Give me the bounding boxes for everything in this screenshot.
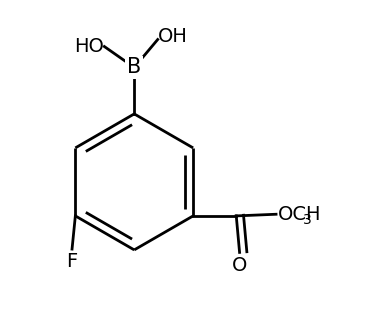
Text: OH: OH — [158, 27, 188, 46]
Text: OCH: OCH — [278, 205, 321, 224]
Text: B: B — [127, 57, 141, 77]
Text: HO: HO — [74, 37, 105, 56]
Text: 3: 3 — [303, 213, 312, 227]
Text: F: F — [66, 252, 78, 272]
Text: O: O — [232, 256, 247, 275]
